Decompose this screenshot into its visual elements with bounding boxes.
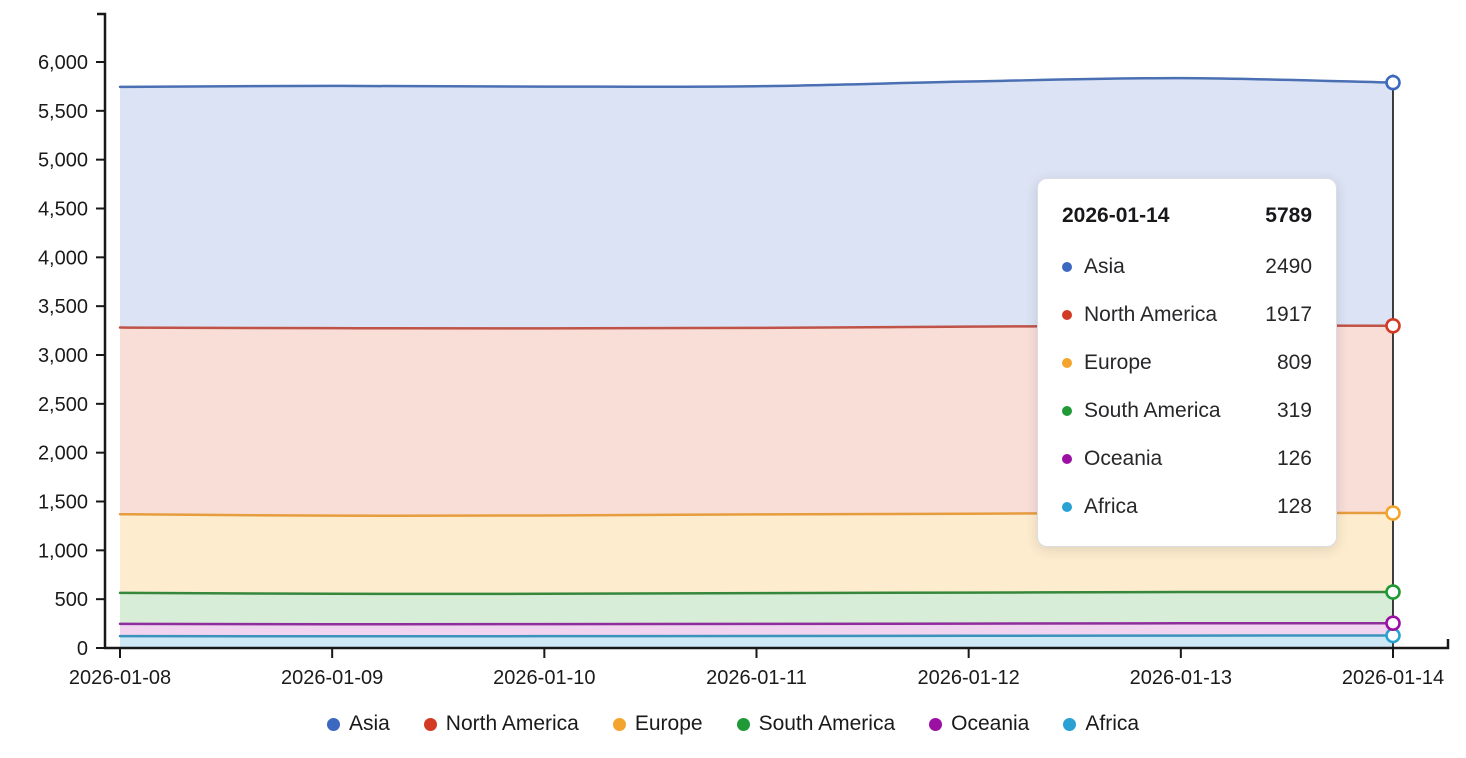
hover-marker-europe (1385, 505, 1401, 521)
x-tick-label: 2026-01-11 (706, 667, 807, 689)
hover-marker-oceania (1385, 615, 1401, 631)
tooltip-header: 2026-01-14 5789 (1062, 204, 1312, 228)
series-line-oceania (118, 621, 1395, 626)
series-dot-icon (1062, 453, 1072, 464)
y-tick-label: 6,000 (38, 52, 88, 74)
legend-item-oceania[interactable]: Oceania (929, 712, 1029, 736)
y-tick-label: 1,000 (38, 540, 88, 562)
legend-item-asia[interactable]: Asia (326, 712, 390, 736)
tooltip-series-value: 2490 (1265, 255, 1312, 278)
y-tick-label: 5,500 (38, 101, 88, 123)
tooltip-series-label: Asia (1084, 255, 1125, 278)
y-tick-label: 3,500 (38, 296, 88, 318)
legend-item-north-america[interactable]: North America (423, 712, 579, 736)
tooltip: 2026-01-14 5789 Asia 2490 North America 191… (1037, 178, 1337, 547)
tooltip-date: 2026-01-14 (1062, 204, 1170, 227)
x-tick-label: 2026-01-08 (69, 667, 171, 689)
tooltip-rows: Asia 2490 North America 1917 Europe 809 South … (1062, 253, 1312, 520)
legend-dot-icon (736, 717, 750, 731)
y-tick-label: 4,000 (38, 247, 88, 269)
legend-label: Oceania (951, 712, 1030, 735)
series-dot-icon (1062, 357, 1072, 368)
y-tick-label: 1,500 (38, 492, 88, 514)
legend-dot-icon (423, 717, 437, 731)
tooltip-total: 5789 (1265, 204, 1312, 227)
series-dot-icon (1062, 309, 1072, 320)
y-tick-label: 3,000 (38, 345, 88, 367)
legend-dot-icon (326, 717, 340, 731)
tooltip-series-value: 128 (1276, 495, 1312, 518)
y-tick-label: 4,500 (38, 199, 88, 221)
series-dot-icon (1062, 405, 1072, 416)
hover-marker-north-america (1385, 317, 1401, 334)
x-tick-label: 2026-01-10 (493, 667, 595, 689)
x-tick-label: 2026-01-14 (1342, 667, 1444, 689)
series-line-south-america (118, 590, 1395, 596)
legend-item-europe[interactable]: Europe (612, 712, 703, 736)
y-tick-label: 500 (55, 589, 88, 611)
tooltip-row: Asia 2490 (1062, 253, 1312, 280)
hover-marker-asia (1385, 74, 1401, 91)
tooltip-row: South America 319 (1062, 397, 1312, 424)
series-dot-icon (1062, 501, 1072, 512)
legend-label: North America (445, 712, 579, 735)
x-tick-label: 2026-01-13 (1130, 667, 1232, 689)
legend-item-south-america[interactable]: South America (736, 712, 896, 736)
series-line-asia (118, 76, 1395, 89)
legend-dot-icon (929, 717, 943, 731)
tooltip-series-label: South America (1084, 399, 1221, 422)
tooltip-series-label: Oceania (1084, 447, 1163, 470)
tooltip-series-value: 809 (1276, 351, 1312, 374)
tooltip-series-label: Africa (1084, 495, 1138, 518)
tooltip-series-value: 319 (1276, 399, 1312, 422)
tooltip-row: Europe 809 (1062, 349, 1312, 376)
legend-item-africa[interactable]: Africa (1063, 712, 1139, 736)
y-tick-label: 2,500 (38, 394, 88, 416)
y-tick-label: 2,000 (38, 443, 88, 465)
tooltip-series-label: North America (1084, 303, 1218, 326)
area-band-africa (120, 635, 1393, 648)
tooltip-series-label: Europe (1084, 351, 1152, 374)
legend-label: Asia (348, 712, 390, 735)
legend-label: South America (758, 712, 896, 735)
y-tick-label: 0 (77, 638, 88, 660)
area-band-south-america (120, 591, 1393, 625)
legend-label: Africa (1085, 712, 1140, 735)
chart-legend: Asia North America Europe South America Ocea… (0, 712, 1466, 736)
legend-dot-icon (612, 717, 626, 731)
legend-label: Europe (634, 712, 703, 735)
tooltip-row: North America 1917 (1062, 301, 1312, 328)
series-dot-icon (1062, 261, 1072, 272)
x-tick-label: 2026-01-12 (918, 667, 1020, 689)
tooltip-row: Africa 128 (1062, 493, 1312, 520)
area-band-oceania (120, 623, 1393, 637)
series-line-africa (118, 634, 1395, 638)
x-tick-label: 2026-01-09 (281, 667, 383, 689)
tooltip-row: Oceania 126 (1062, 445, 1312, 472)
tooltip-series-value: 126 (1276, 447, 1312, 470)
hover-marker-south-america (1385, 584, 1401, 600)
y-tick-label: 5,000 (38, 150, 88, 172)
tooltip-series-value: 1917 (1265, 303, 1312, 326)
legend-dot-icon (1063, 717, 1077, 731)
